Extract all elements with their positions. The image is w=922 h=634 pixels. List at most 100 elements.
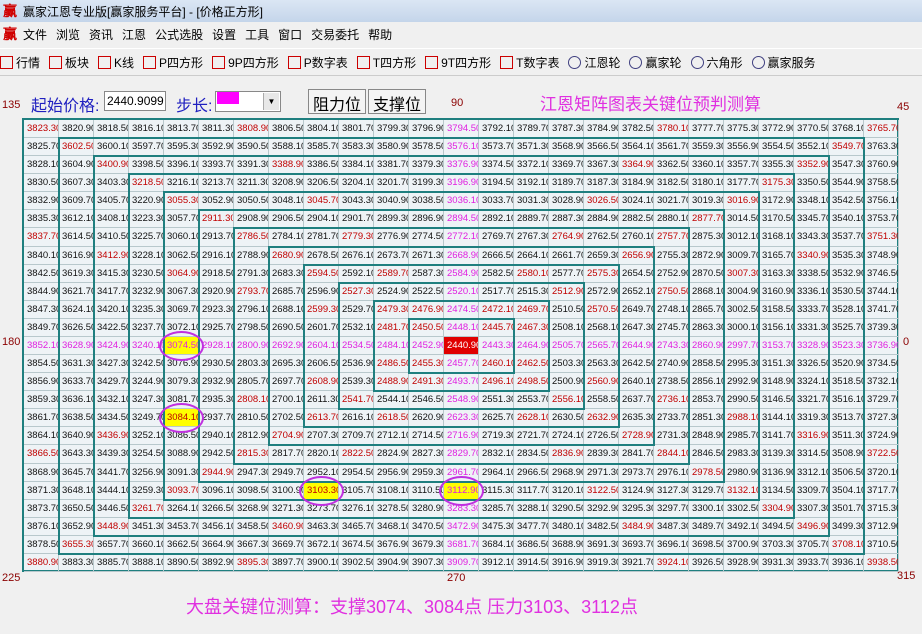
grid-cell: 2988.10: [724, 409, 759, 428]
grid-cell: 2582.50: [479, 264, 514, 283]
toolbar-label: T四方形: [372, 55, 417, 70]
menu-settings[interactable]: 设置: [212, 27, 237, 42]
grid-cell: 3864.10: [24, 427, 59, 446]
toolbar-kline-button[interactable]: K线: [98, 54, 134, 71]
step-color-swatch: [217, 92, 239, 104]
grid-cell: 3885.70: [94, 553, 129, 572]
grid-cell: 2630.50: [549, 409, 584, 428]
grid-cell: 3513.70: [829, 409, 864, 428]
grid-cell: 2580.10: [514, 264, 549, 283]
grid-cell: 3820.90: [59, 120, 94, 139]
grid-cell: 3496.90: [794, 517, 829, 536]
grid-cell: 2841.70: [619, 445, 654, 464]
menu-browse[interactable]: 浏览: [56, 27, 81, 42]
grid-cell: 2779.30: [339, 228, 374, 247]
grid-cell: 2978.50: [689, 463, 724, 482]
grid-cell: 3007.30: [724, 264, 759, 283]
toolbar-t-square-button[interactable]: T四方形: [356, 54, 417, 71]
grid-cell: 3278.50: [374, 499, 409, 518]
grid-cell: 3765.70: [864, 120, 899, 139]
grid-cell: 3355.30: [759, 156, 794, 175]
menu-gann[interactable]: 江恩: [122, 27, 147, 42]
grid-cell: 3439.30: [94, 445, 129, 464]
chevron-down-icon[interactable]: ▼: [263, 93, 279, 110]
grid-cell: 3252.10: [129, 427, 164, 446]
grid-cell: 3866.50: [24, 445, 59, 464]
kline-icon: [98, 55, 112, 69]
toolbar-gann-wheel-button[interactable]: 江恩轮: [568, 54, 620, 71]
grid-cell: 3720.10: [864, 463, 899, 482]
grid-cell: 3276.10: [339, 499, 374, 518]
grid-cell: 3079.30: [164, 373, 199, 392]
grid-cell: 3883.30: [59, 553, 94, 572]
grid-cell: 2505.70: [549, 336, 584, 356]
grid-cell: 3470.50: [409, 517, 444, 536]
grid-cell: 3055.30: [164, 192, 199, 211]
menu-window[interactable]: 窗口: [278, 27, 303, 42]
grid-cell: 3285.70: [479, 499, 514, 518]
grid-cell: 3463.30: [304, 517, 339, 536]
toolbar-winner-wheel-button[interactable]: 赢家轮: [629, 54, 682, 71]
grid-cell: 2676.10: [339, 246, 374, 265]
grid-cell: 3115.30: [479, 481, 514, 500]
toolbar-sector-button[interactable]: 板块: [49, 54, 89, 71]
grid-cell: 3391.30: [234, 156, 269, 175]
grid-cell: 3177.70: [724, 174, 759, 193]
toolbar-label: 赢家轮: [645, 55, 682, 70]
toolbar-dollar-button[interactable]: 赢家服务: [751, 54, 816, 71]
menu-trade[interactable]: 交易委托: [311, 27, 360, 42]
grid-cell: 3004.90: [724, 282, 759, 301]
toolbar-p-number-button[interactable]: P数字表: [287, 54, 348, 71]
grid-cell: 3180.10: [689, 174, 724, 193]
grid-cell: 2788.90: [234, 246, 269, 265]
grid-cell: 2692.90: [269, 336, 304, 356]
grid-cell: 2805.70: [234, 373, 269, 392]
grid-cell: 3669.70: [269, 535, 304, 554]
grid-cell: 3715.30: [864, 499, 899, 518]
grid-cell: 3134.50: [759, 481, 794, 500]
menu-help[interactable]: 帮助: [368, 27, 393, 42]
toolbar-9p-square-button[interactable]: 9P四方形: [212, 54, 279, 71]
step-select[interactable]: ▼: [215, 91, 281, 112]
grid-cell: 3852.10: [24, 336, 59, 356]
grid-cell: 3120.10: [549, 481, 584, 500]
grid-cell: 2443.30: [479, 336, 514, 356]
menu-formula[interactable]: 公式选股: [155, 27, 204, 42]
menu-file[interactable]: 文件: [23, 27, 48, 42]
menu-news[interactable]: 资讯: [89, 27, 114, 42]
grid-cell: 3163.30: [759, 264, 794, 283]
grid-cell: 3477.70: [514, 517, 549, 536]
resistance-button[interactable]: 阻力位: [308, 89, 367, 114]
grid-cell: 2690.50: [269, 318, 304, 337]
grid-cell: 2508.10: [549, 318, 584, 337]
grid-cell: 2750.50: [654, 282, 689, 301]
toolbar-9t-square-button[interactable]: 9T四方形: [425, 54, 491, 71]
grid-cell: 3352.90: [794, 156, 829, 175]
grid-cell: 2980.90: [724, 463, 759, 482]
toolbar-hexagon-button[interactable]: 六角形: [690, 54, 743, 71]
grid-cell: 2719.30: [479, 427, 514, 446]
grid-cell: 3722.50: [864, 445, 899, 464]
menu-tools[interactable]: 工具: [245, 27, 270, 42]
grid-cell: 3136.90: [759, 463, 794, 482]
toolbar-label: P四方形: [159, 55, 204, 70]
toolbar-t-number-button[interactable]: T数字表: [500, 54, 559, 71]
grid-cell: 3912.10: [479, 553, 514, 572]
grid-cell: 3847.30: [24, 300, 59, 319]
grid-cell: 3506.50: [829, 463, 864, 482]
toolbar-quote-table-button[interactable]: 行情: [0, 54, 40, 71]
start-price-input[interactable]: 2440.9099: [104, 91, 166, 111]
toolbar-p-square-button[interactable]: P四方形: [143, 54, 203, 71]
grid-cell: 2959.30: [409, 463, 444, 482]
grid-cell: 3556.90: [724, 138, 759, 157]
grid-cell: 2527.30: [339, 282, 374, 301]
grid-cell: 3504.10: [829, 481, 864, 500]
grid-cell: 2956.90: [374, 463, 409, 482]
angle-315: 315: [897, 570, 916, 582]
grid-cell: 3907.30: [409, 553, 444, 572]
support-button[interactable]: 支撑位: [368, 89, 427, 114]
grid-cell: 3432.10: [94, 391, 129, 410]
grid-cell: 3319.30: [794, 409, 829, 428]
grid-cell: 2992.90: [724, 373, 759, 392]
grid-cell: 3573.70: [479, 138, 514, 157]
